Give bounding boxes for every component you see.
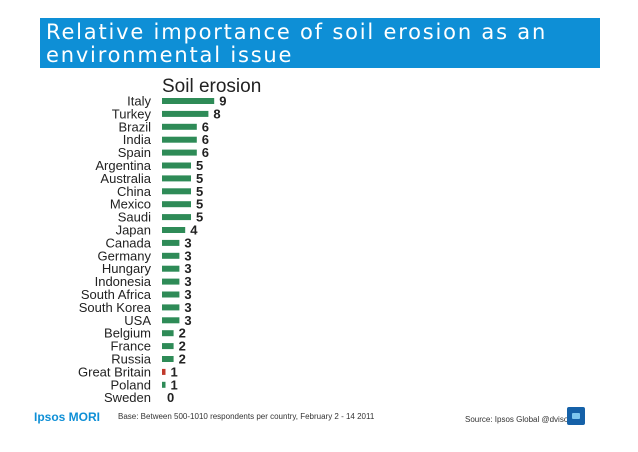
value-label-south-korea: 3 bbox=[184, 300, 191, 315]
value-label-indonesia: 3 bbox=[184, 274, 191, 289]
value-label-australia: 5 bbox=[196, 171, 203, 186]
bar-canada bbox=[162, 239, 180, 246]
category-label-china: China bbox=[117, 184, 152, 199]
category-label-south-africa: South Africa bbox=[81, 287, 152, 302]
category-label-spain: Spain bbox=[118, 145, 151, 160]
base-note: Base: Between 500-1010 respondents per c… bbox=[118, 412, 375, 421]
value-label-hungary: 3 bbox=[184, 261, 191, 276]
category-label-japan: Japan bbox=[116, 223, 151, 238]
value-label-france: 2 bbox=[179, 339, 186, 354]
category-label-canada: Canada bbox=[105, 235, 151, 250]
category-label-turkey: Turkey bbox=[112, 106, 152, 121]
value-label-mexico: 5 bbox=[196, 197, 203, 212]
category-label-sweden: Sweden bbox=[104, 390, 151, 405]
category-label-great-britain: Great Britain bbox=[78, 364, 151, 379]
bar-indonesia bbox=[162, 278, 180, 285]
bar-south-korea bbox=[162, 304, 180, 311]
category-label-south-korea: South Korea bbox=[79, 300, 152, 315]
value-label-spain: 6 bbox=[202, 145, 209, 160]
source-note: Source: Ipsos Global @dvisor bbox=[465, 415, 571, 424]
chart-title: Soil erosion bbox=[162, 76, 262, 97]
value-label-russia: 2 bbox=[179, 352, 186, 367]
category-label-belgium: Belgium bbox=[104, 326, 151, 341]
bar-france bbox=[162, 343, 174, 350]
bar-brazil bbox=[162, 123, 197, 130]
bar-india bbox=[162, 136, 197, 143]
bar-poland bbox=[162, 381, 166, 388]
value-label-brazil: 6 bbox=[202, 119, 209, 134]
category-label-saudi: Saudi bbox=[118, 210, 151, 225]
slide-title: Relative importance of soil erosion as a… bbox=[46, 20, 548, 67]
value-label-japan: 4 bbox=[190, 223, 198, 238]
category-label-india: India bbox=[123, 132, 152, 147]
value-label-great-britain: 1 bbox=[171, 364, 178, 379]
category-label-brazil: Brazil bbox=[118, 119, 151, 134]
ipsos-logo-icon bbox=[567, 407, 585, 425]
category-label-france: France bbox=[111, 339, 151, 354]
category-label-russia: Russia bbox=[111, 352, 152, 367]
bar-great-britain bbox=[162, 368, 166, 375]
bar-russia bbox=[162, 356, 174, 362]
category-label-mexico: Mexico bbox=[110, 197, 151, 212]
category-label-australia: Australia bbox=[100, 171, 151, 186]
bar-turkey bbox=[162, 110, 209, 117]
value-label-canada: 3 bbox=[184, 235, 191, 250]
bar-china bbox=[162, 188, 191, 195]
category-label-poland: Poland bbox=[111, 377, 151, 392]
bar-japan bbox=[162, 227, 186, 233]
value-label-india: 6 bbox=[202, 132, 209, 147]
value-label-italy: 9 bbox=[219, 94, 226, 109]
value-label-poland: 1 bbox=[171, 377, 178, 392]
value-label-belgium: 2 bbox=[179, 326, 186, 341]
title-band bbox=[40, 18, 600, 68]
bar-australia bbox=[162, 175, 191, 182]
category-label-germany: Germany bbox=[98, 248, 152, 263]
category-label-hungary: Hungary bbox=[102, 261, 152, 276]
category-label-italy: Italy bbox=[127, 94, 151, 109]
category-label-indonesia: Indonesia bbox=[95, 274, 152, 289]
value-label-usa: 3 bbox=[184, 313, 191, 328]
bar-hungary bbox=[162, 265, 180, 272]
value-label-saudi: 5 bbox=[196, 210, 203, 225]
bar-argentina bbox=[162, 162, 191, 169]
value-label-south-africa: 3 bbox=[184, 287, 191, 302]
value-label-china: 5 bbox=[196, 184, 203, 199]
bar-south-africa bbox=[162, 291, 180, 298]
bar-belgium bbox=[162, 330, 174, 337]
bar-spain bbox=[162, 149, 197, 156]
value-label-sweden: 0 bbox=[167, 390, 174, 405]
bar-saudi bbox=[162, 214, 191, 221]
category-label-usa: USA bbox=[124, 313, 151, 328]
category-label-argentina: Argentina bbox=[95, 158, 151, 173]
bar-mexico bbox=[162, 201, 191, 208]
ipsos-mori-logo: Ipsos MORI bbox=[34, 410, 101, 424]
value-label-argentina: 5 bbox=[196, 158, 203, 173]
value-label-germany: 3 bbox=[184, 248, 191, 263]
bar-usa bbox=[162, 317, 180, 324]
bar-italy bbox=[162, 98, 215, 104]
bar-germany bbox=[162, 252, 180, 259]
value-label-turkey: 8 bbox=[213, 106, 220, 121]
